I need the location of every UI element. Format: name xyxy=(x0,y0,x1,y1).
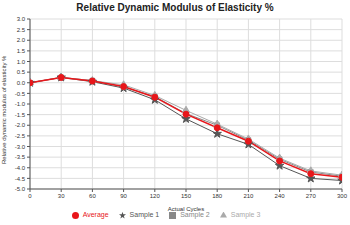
svg-text:-2.0: -2.0 xyxy=(15,122,26,128)
svg-text:150: 150 xyxy=(181,193,192,199)
svg-text:-5.0: -5.0 xyxy=(15,186,26,192)
svg-text:270: 270 xyxy=(306,193,317,199)
svg-text:-3.0: -3.0 xyxy=(15,144,26,150)
svg-text:90: 90 xyxy=(120,193,127,199)
svg-text:2.0: 2.0 xyxy=(17,37,26,43)
svg-text:-4.5: -4.5 xyxy=(15,176,26,182)
svg-text:1.5: 1.5 xyxy=(17,48,26,54)
svg-text:60: 60 xyxy=(89,193,96,199)
svg-text:-0.5: -0.5 xyxy=(15,91,26,97)
svg-text:210: 210 xyxy=(243,193,254,199)
svg-text:1.0: 1.0 xyxy=(17,59,26,65)
svg-text:Actual Cycles: Actual Cycles xyxy=(168,206,204,212)
html-text:Sample 3: Sample 3 xyxy=(230,211,261,218)
svg-text:240: 240 xyxy=(275,193,286,199)
html-text:Relative Dynamic Modulus of El: Relative Dynamic Modulus of Elasticity % xyxy=(76,2,274,13)
svg-text:-1.0: -1.0 xyxy=(15,101,26,107)
svg-text:2.5: 2.5 xyxy=(17,27,26,33)
svg-text:30: 30 xyxy=(58,193,65,199)
svg-text:180: 180 xyxy=(212,193,223,199)
svg-text:0: 0 xyxy=(28,193,32,199)
svg-text:-3.5: -3.5 xyxy=(15,154,26,160)
svg-text:300: 300 xyxy=(337,193,342,199)
html-text:Average: Average xyxy=(82,211,109,218)
svg-text:0.5: 0.5 xyxy=(17,69,26,75)
svg-text:-1.5: -1.5 xyxy=(15,112,26,118)
svg-text:120: 120 xyxy=(150,193,161,199)
svg-text:3.0: 3.0 xyxy=(17,16,26,22)
svg-text:0.0: 0.0 xyxy=(17,80,26,86)
svg-text:-2.5: -2.5 xyxy=(15,133,26,139)
html-text:Sample 2: Sample 2 xyxy=(180,211,210,218)
svg-text:-4.0: -4.0 xyxy=(15,165,26,171)
html-text:Sample 1: Sample 1 xyxy=(129,211,160,218)
